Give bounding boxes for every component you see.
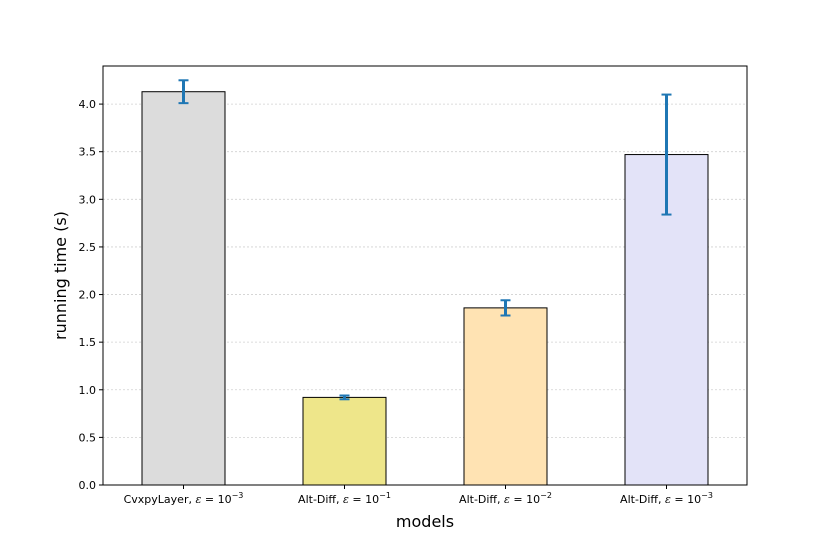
x-tick-label-prefix: CvxpyLayer, [124, 493, 196, 506]
x-axis-label: models [396, 512, 454, 531]
bar [463, 307, 548, 486]
x-tick-label-exponent: −2 [540, 491, 552, 500]
error-bar [500, 299, 511, 317]
y-tick-label: 1.0 [79, 384, 97, 397]
y-tick-label: 3.5 [79, 146, 97, 159]
y-tick-label: 1.5 [79, 336, 97, 349]
x-tick-label-base: = 10 [671, 493, 701, 506]
x-tick-label-base: = 10 [201, 493, 231, 506]
bar [141, 91, 226, 486]
y-axis: 0.0 0.5 1.0 1.5 2.0 2.5 3.0 3.5 4.0 [79, 98, 103, 492]
bar [302, 396, 387, 486]
epsilon-symbol: ε [504, 493, 510, 506]
x-tick-label: Alt-Diff, ε = 10−1 [298, 491, 391, 506]
x-tick-label-prefix: Alt-Diff, [298, 493, 343, 506]
epsilon-symbol: ε [195, 493, 201, 506]
x-tick-label-exponent: −3 [701, 491, 713, 500]
x-tick-label: Alt-Diff, ε = 10−2 [459, 491, 552, 506]
plot-frame [102, 65, 748, 486]
x-axis: CvxpyLayer, ε = 10−3 Alt-Diff, ε = 10−1 Al… [124, 485, 713, 506]
x-tick-label-base: = 10 [349, 493, 379, 506]
y-tick-label: 3.0 [79, 193, 97, 206]
error-bar [178, 79, 189, 105]
y-tick-label: 2.5 [79, 241, 97, 254]
x-tick-label-prefix: Alt-Diff, [620, 493, 665, 506]
error-bar [661, 93, 672, 216]
y-tick-label: 0.0 [79, 479, 97, 492]
error-bar [339, 394, 350, 401]
x-tick-label: CvxpyLayer, ε = 10−3 [124, 491, 244, 506]
x-tick-label-exponent: −3 [232, 491, 244, 500]
x-tick-label: Alt-Diff, ε = 10−3 [620, 491, 713, 506]
x-tick-label-base: = 10 [510, 493, 540, 506]
epsilon-symbol: ε [343, 493, 349, 506]
epsilon-symbol: ε [665, 493, 671, 506]
y-axis-label: running time (s) [51, 211, 70, 340]
x-tick-label-exponent: −1 [379, 491, 391, 500]
error-bars [178, 79, 672, 401]
y-tick-label: 0.5 [79, 431, 97, 444]
y-tick-label: 2.0 [79, 289, 97, 302]
y-tick-label: 4.0 [79, 98, 97, 111]
bars [141, 91, 709, 486]
x-tick-label-prefix: Alt-Diff, [459, 493, 504, 506]
